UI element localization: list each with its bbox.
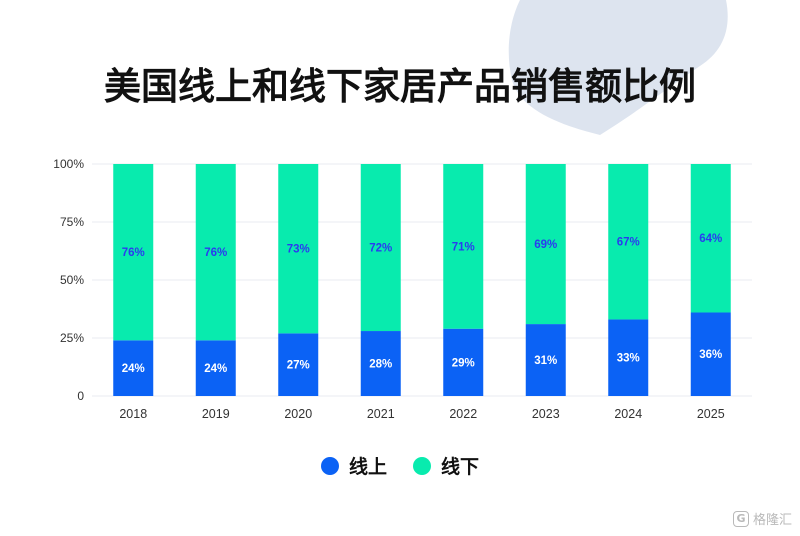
- bar-online: [360, 331, 401, 396]
- bar-offline: [360, 164, 401, 332]
- bar-online: [113, 340, 154, 396]
- x-tick-label: 2022: [449, 407, 477, 421]
- legend-swatch-offline: [413, 456, 431, 475]
- chart-title: 美国线上和线下家居产品销售额比例: [104, 65, 696, 108]
- legend-label-offline: 线下: [441, 456, 480, 478]
- x-tick-label: 2018: [119, 407, 147, 421]
- data-label-offline: 67%: [617, 237, 640, 249]
- data-label-offline: 76%: [204, 247, 227, 259]
- bar-offline: [525, 164, 566, 325]
- bar-online: [278, 333, 319, 396]
- y-tick-label: 50%: [60, 273, 84, 287]
- data-label-online: 33%: [617, 353, 640, 365]
- bar-offline: [278, 164, 319, 334]
- data-label-offline: 71%: [452, 241, 475, 253]
- data-label-offline: 76%: [122, 247, 145, 259]
- data-label-online: 27%: [287, 360, 310, 372]
- data-label-online: 28%: [369, 359, 392, 371]
- bar-online: [195, 340, 236, 396]
- legend-label-online: 线上: [348, 456, 387, 478]
- data-label-online: 31%: [534, 355, 557, 367]
- data-label-offline: 64%: [699, 233, 722, 245]
- data-label-offline: 69%: [534, 239, 557, 251]
- legend-swatch-online: [320, 456, 339, 475]
- legend-item-offline: 线下: [413, 452, 479, 479]
- data-label-offline: 72%: [369, 243, 392, 255]
- data-label-online: 29%: [452, 357, 475, 369]
- x-tick-label: 2023: [532, 407, 560, 421]
- bar-online: [608, 319, 649, 396]
- bar-online: [690, 312, 731, 396]
- x-tick-label: 2019: [202, 407, 230, 421]
- chart-legend: 线上 线下: [0, 452, 800, 479]
- bar-offline: [690, 164, 731, 313]
- bar-offline: [113, 164, 154, 341]
- bar-offline: [195, 164, 236, 341]
- data-label-online: 24%: [122, 363, 145, 375]
- y-tick-label: 100%: [53, 157, 84, 171]
- data-label-offline: 73%: [287, 244, 310, 256]
- bar-online: [525, 324, 566, 396]
- x-tick-label: 2025: [697, 407, 725, 421]
- watermark-text: 格隆汇: [752, 513, 792, 528]
- x-tick-label: 2021: [367, 407, 395, 421]
- x-tick-label: 2020: [284, 407, 312, 421]
- y-tick-label: 75%: [60, 215, 84, 229]
- bar-offline: [443, 164, 484, 329]
- legend-item-online: 线上: [320, 452, 387, 479]
- watermark: G 格隆汇: [732, 509, 792, 528]
- bar-offline: [608, 164, 649, 320]
- data-label-online: 24%: [204, 363, 227, 375]
- data-label-online: 36%: [699, 349, 722, 361]
- gelonghui-logo-icon: G: [732, 510, 749, 527]
- y-tick-label: 25%: [60, 331, 84, 345]
- y-tick-label: 0: [77, 389, 84, 403]
- bar-online: [443, 328, 484, 396]
- x-tick-label: 2024: [614, 407, 642, 421]
